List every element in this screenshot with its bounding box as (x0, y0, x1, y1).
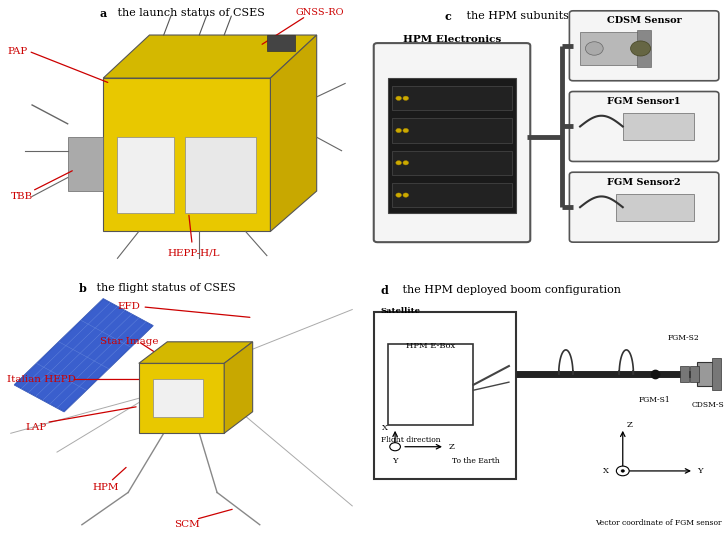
Text: the launch status of CSES: the launch status of CSES (114, 8, 265, 18)
Bar (391, 119, 513, 143)
Circle shape (585, 42, 603, 55)
Polygon shape (270, 35, 317, 232)
Text: Flight direction: Flight direction (381, 436, 441, 444)
Bar (616, 194, 694, 221)
Circle shape (396, 96, 401, 100)
Text: Z: Z (627, 421, 632, 429)
Circle shape (403, 193, 409, 197)
FancyBboxPatch shape (569, 172, 719, 242)
Bar (580, 32, 644, 65)
Text: the HPM deployed boom configuration: the HPM deployed boom configuration (399, 285, 621, 295)
Text: a: a (99, 8, 107, 19)
Text: HPM E-Box: HPM E-Box (406, 342, 455, 350)
Bar (690, 366, 698, 382)
Text: PAP: PAP (7, 47, 28, 55)
Text: Satellite: Satellite (381, 307, 421, 315)
Polygon shape (139, 342, 253, 363)
Text: CDSM-S: CDSM-S (692, 401, 725, 409)
Text: Z: Z (449, 442, 454, 451)
Text: HPM: HPM (93, 483, 119, 491)
Polygon shape (103, 78, 270, 232)
Text: X: X (382, 424, 388, 432)
Text: Y: Y (698, 467, 703, 475)
Text: b: b (78, 283, 86, 294)
Text: EFD: EFD (118, 302, 140, 311)
Bar (391, 86, 513, 110)
Bar (267, 35, 295, 51)
Text: TBB: TBB (11, 192, 33, 201)
FancyBboxPatch shape (569, 92, 719, 161)
Bar (711, 358, 721, 390)
Bar (388, 78, 516, 212)
Bar (391, 151, 513, 175)
Bar (153, 379, 203, 417)
Text: FGM Sensor1: FGM Sensor1 (608, 97, 681, 106)
FancyBboxPatch shape (374, 43, 530, 242)
Text: To the Earth: To the Earth (452, 457, 499, 466)
Bar (698, 362, 719, 386)
Circle shape (396, 128, 401, 133)
Text: d: d (381, 285, 388, 296)
Bar (637, 30, 651, 68)
Bar (185, 137, 256, 212)
Text: the flight status of CSES: the flight status of CSES (93, 283, 235, 293)
Text: HPM Electronics: HPM Electronics (403, 35, 501, 44)
Polygon shape (15, 299, 153, 412)
Circle shape (621, 469, 624, 472)
Text: c: c (445, 11, 452, 22)
Circle shape (390, 442, 401, 451)
Bar (680, 366, 688, 382)
Text: Italian HEPD: Italian HEPD (7, 375, 76, 384)
Bar (68, 137, 103, 191)
Bar (118, 137, 174, 212)
Bar (388, 345, 473, 425)
Text: FGM-S2: FGM-S2 (667, 334, 699, 342)
Text: CDSM Sensor: CDSM Sensor (607, 16, 682, 25)
Circle shape (631, 41, 650, 56)
Circle shape (396, 193, 401, 197)
Polygon shape (224, 342, 253, 433)
Text: LAP: LAP (25, 423, 46, 433)
Text: Star Image: Star Image (99, 337, 158, 346)
Text: X: X (603, 467, 608, 475)
Circle shape (616, 466, 629, 476)
Circle shape (403, 128, 409, 133)
Circle shape (403, 161, 409, 165)
Bar (391, 183, 513, 207)
Polygon shape (103, 35, 317, 78)
Bar (623, 113, 694, 140)
Bar (374, 312, 516, 479)
Text: GNSS-RO: GNSS-RO (295, 8, 344, 17)
Text: HEPP-H/L: HEPP-H/L (167, 249, 220, 257)
Text: the HPM subunits: the HPM subunits (462, 11, 568, 21)
Text: FGM Sensor2: FGM Sensor2 (607, 178, 681, 187)
Circle shape (396, 161, 401, 165)
FancyBboxPatch shape (569, 11, 719, 81)
Text: Vector coordinate of FGM sensor: Vector coordinate of FGM sensor (595, 519, 722, 528)
Circle shape (403, 96, 409, 100)
Text: Y: Y (392, 457, 398, 466)
Text: SCM: SCM (174, 520, 200, 529)
Text: FGM-S1: FGM-S1 (639, 396, 671, 404)
Polygon shape (139, 363, 224, 433)
